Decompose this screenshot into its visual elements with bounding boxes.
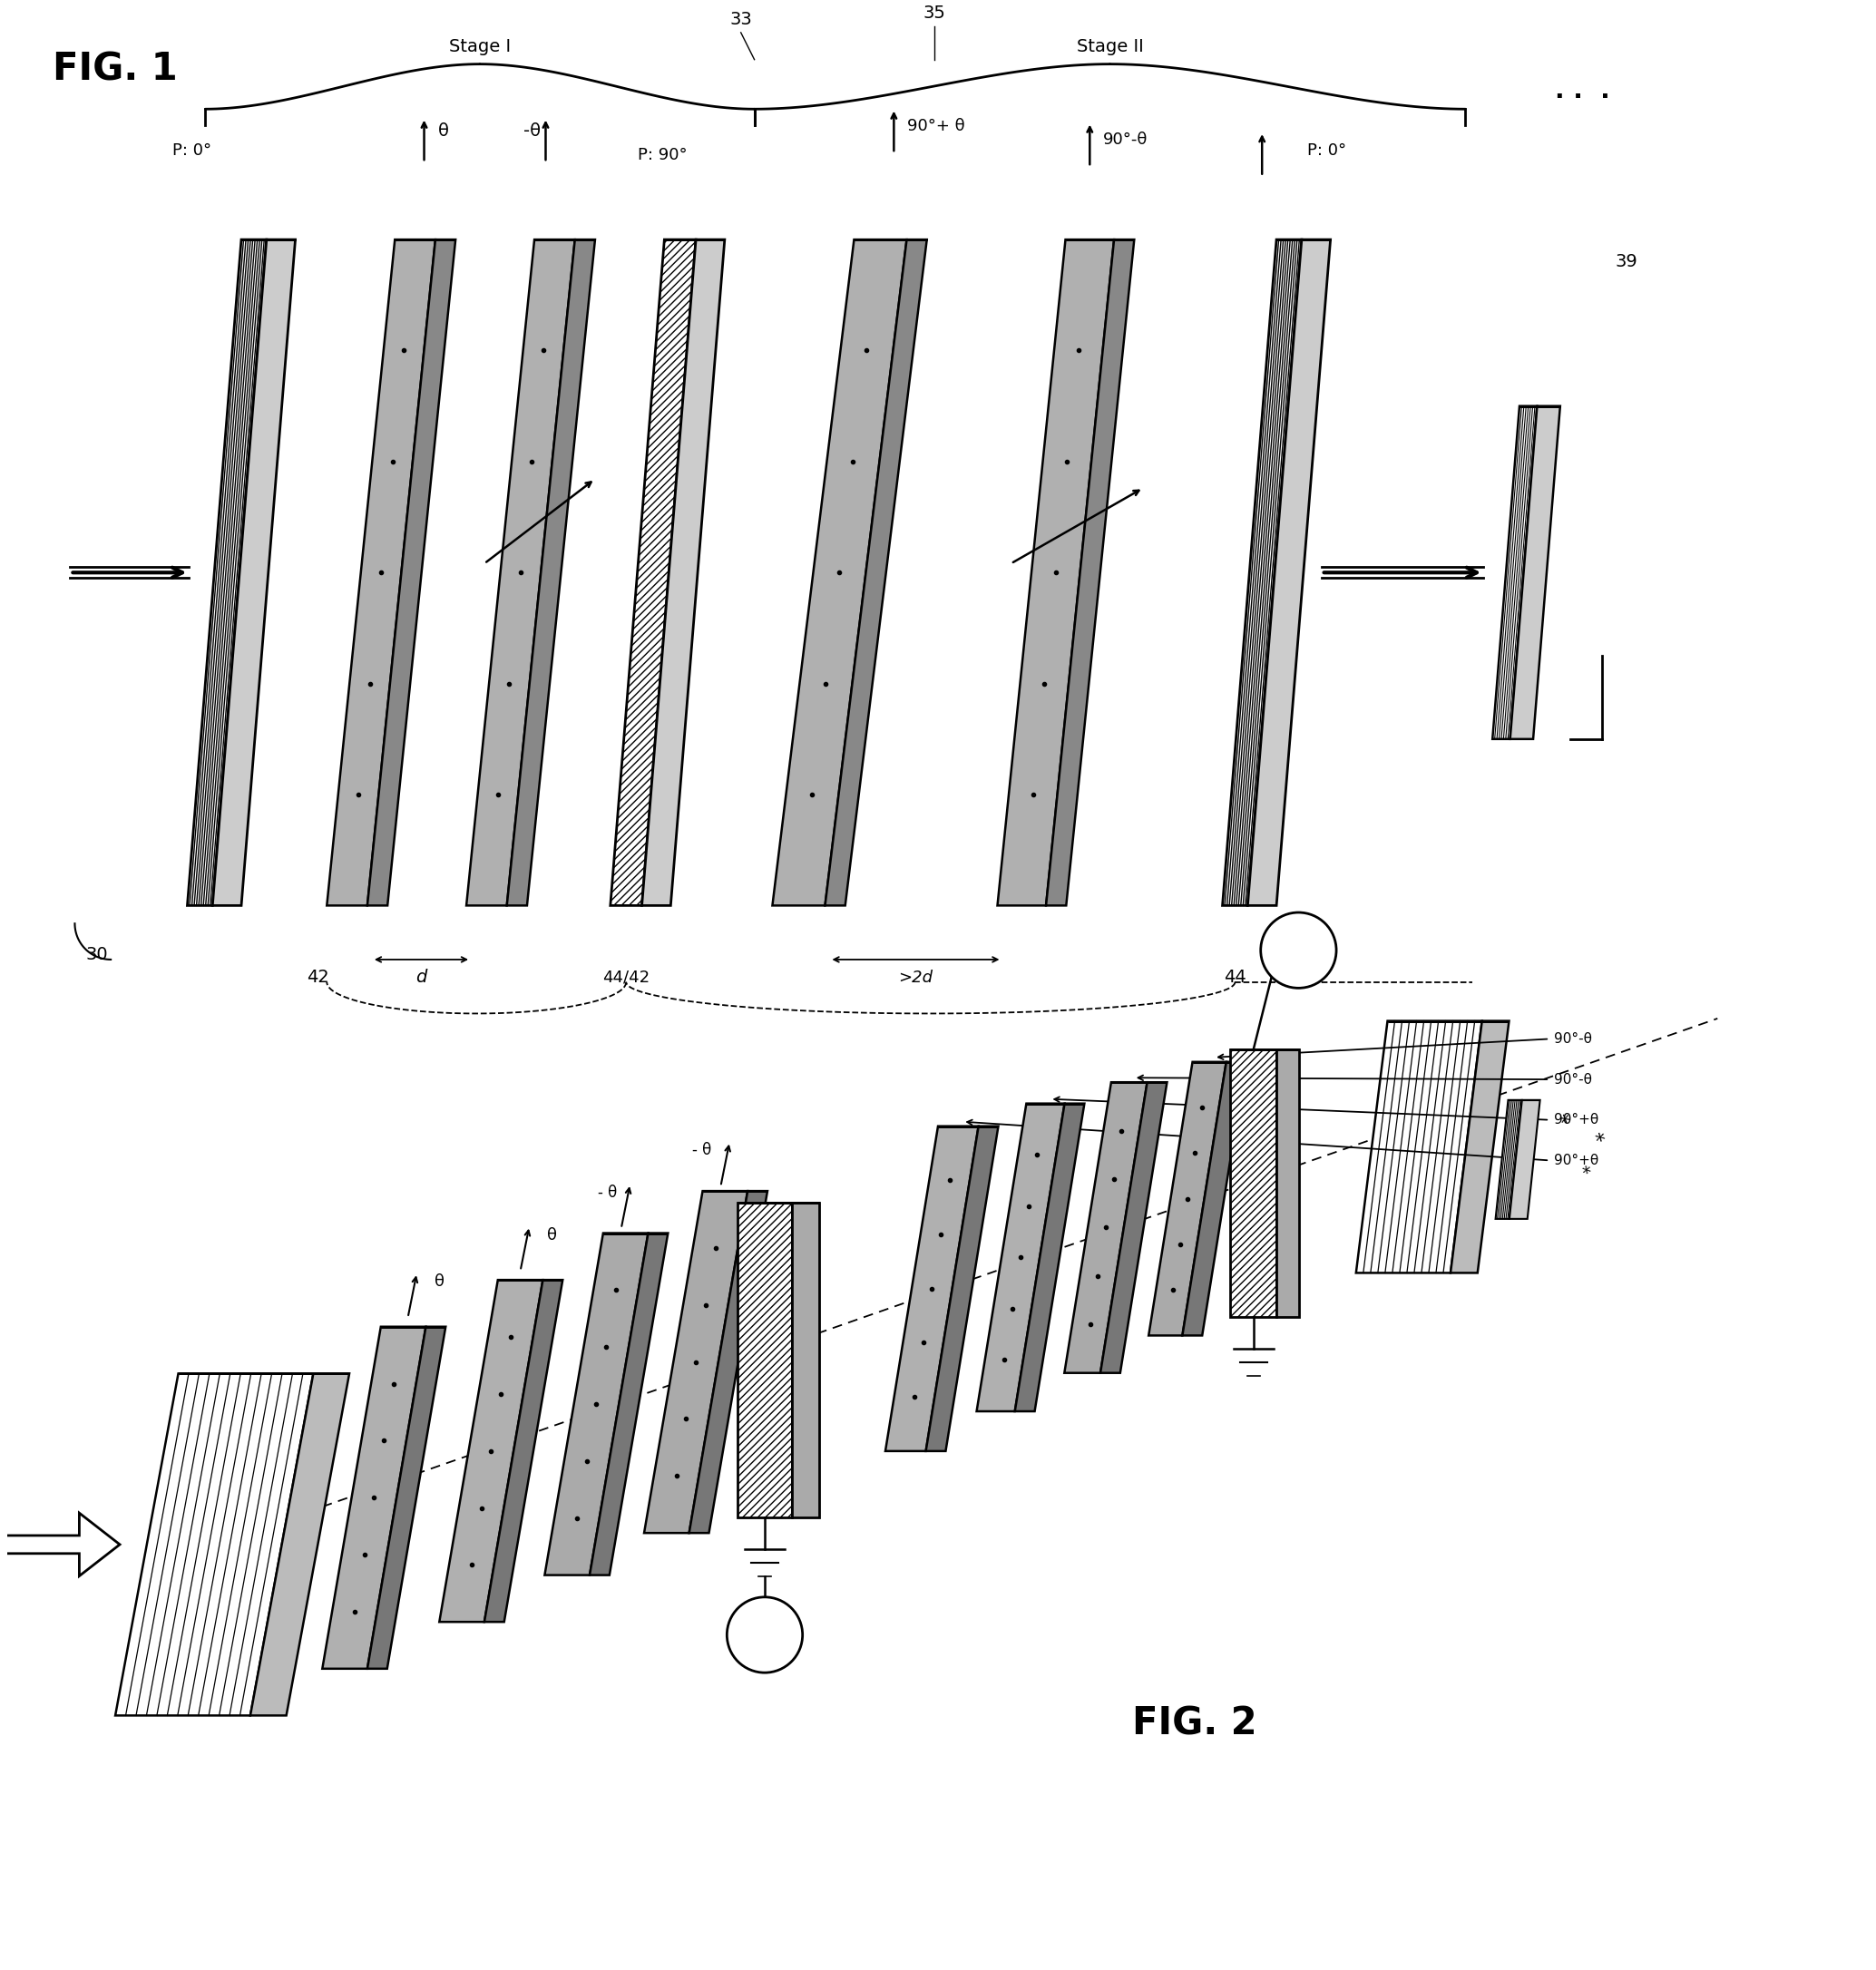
Text: *: * bbox=[1557, 1113, 1574, 1133]
Text: - θ: - θ bbox=[692, 1143, 711, 1158]
Polygon shape bbox=[1510, 1099, 1540, 1219]
Polygon shape bbox=[467, 240, 574, 906]
Text: 90°+θ: 90°+θ bbox=[1553, 1154, 1598, 1166]
Text: *: * bbox=[1595, 1131, 1608, 1150]
Polygon shape bbox=[188, 240, 266, 906]
Polygon shape bbox=[927, 1127, 998, 1452]
Polygon shape bbox=[589, 1233, 668, 1576]
Polygon shape bbox=[1047, 240, 1135, 906]
Text: P: 90°: P: 90° bbox=[638, 146, 687, 164]
Polygon shape bbox=[737, 1204, 792, 1517]
Polygon shape bbox=[643, 1192, 749, 1533]
Text: 42: 42 bbox=[306, 969, 328, 985]
Text: 90°-θ: 90°-θ bbox=[1553, 1032, 1593, 1046]
Polygon shape bbox=[250, 1373, 349, 1716]
Polygon shape bbox=[1231, 1050, 1276, 1318]
Circle shape bbox=[1261, 912, 1336, 989]
Polygon shape bbox=[1248, 240, 1330, 906]
Text: 30: 30 bbox=[86, 946, 109, 963]
Polygon shape bbox=[0, 1513, 120, 1576]
Text: 90°-θ: 90°-θ bbox=[1103, 132, 1148, 148]
Text: Stage II: Stage II bbox=[1077, 37, 1142, 55]
Text: . .  .: . . . bbox=[1555, 79, 1610, 104]
Text: FIG. 2: FIG. 2 bbox=[1133, 1704, 1257, 1743]
Text: 39: 39 bbox=[1615, 252, 1638, 270]
Text: FIG. 1: FIG. 1 bbox=[53, 51, 176, 89]
Polygon shape bbox=[792, 1204, 818, 1517]
Text: θ: θ bbox=[437, 122, 448, 140]
Polygon shape bbox=[1182, 1062, 1246, 1336]
Polygon shape bbox=[642, 240, 724, 906]
Text: -θ: -θ bbox=[523, 122, 540, 140]
Polygon shape bbox=[1493, 406, 1536, 739]
Circle shape bbox=[726, 1598, 803, 1673]
Text: *: * bbox=[1580, 1164, 1593, 1182]
Text: V₁: V₁ bbox=[754, 1627, 775, 1643]
Polygon shape bbox=[1223, 240, 1302, 906]
Polygon shape bbox=[368, 240, 456, 906]
Text: 44: 44 bbox=[1223, 969, 1246, 985]
Polygon shape bbox=[439, 1280, 542, 1621]
Text: 35: 35 bbox=[923, 4, 946, 22]
Polygon shape bbox=[998, 240, 1114, 906]
Text: P: 0°: P: 0° bbox=[1308, 142, 1347, 158]
Polygon shape bbox=[1495, 1099, 1521, 1219]
Text: 90°+ θ: 90°+ θ bbox=[908, 118, 964, 134]
Polygon shape bbox=[688, 1192, 767, 1533]
Polygon shape bbox=[825, 240, 927, 906]
Polygon shape bbox=[977, 1103, 1064, 1411]
Text: d: d bbox=[416, 969, 428, 985]
Text: 33: 33 bbox=[730, 10, 752, 28]
Text: θ: θ bbox=[548, 1227, 557, 1243]
Polygon shape bbox=[885, 1127, 979, 1452]
Text: θ: θ bbox=[435, 1273, 445, 1290]
Polygon shape bbox=[507, 240, 595, 906]
Text: - θ: - θ bbox=[597, 1184, 617, 1202]
Text: 44/42: 44/42 bbox=[602, 969, 649, 985]
Text: >2d: >2d bbox=[899, 969, 932, 985]
Polygon shape bbox=[1450, 1020, 1508, 1273]
Text: V₂: V₂ bbox=[1289, 942, 1308, 959]
Polygon shape bbox=[1276, 1050, 1298, 1318]
Polygon shape bbox=[1510, 406, 1561, 739]
Text: 90°-θ: 90°-θ bbox=[1553, 1072, 1593, 1085]
Text: P: 0°: P: 0° bbox=[173, 142, 212, 158]
Polygon shape bbox=[323, 1326, 426, 1669]
Polygon shape bbox=[1064, 1082, 1148, 1373]
Polygon shape bbox=[114, 1373, 313, 1716]
Polygon shape bbox=[773, 240, 906, 906]
Polygon shape bbox=[610, 240, 696, 906]
Polygon shape bbox=[1356, 1020, 1482, 1273]
Polygon shape bbox=[1148, 1062, 1227, 1336]
Polygon shape bbox=[544, 1233, 649, 1576]
Text: 90°+θ: 90°+θ bbox=[1553, 1113, 1598, 1127]
Polygon shape bbox=[212, 240, 295, 906]
Polygon shape bbox=[326, 240, 435, 906]
Polygon shape bbox=[1015, 1103, 1084, 1411]
Polygon shape bbox=[484, 1280, 563, 1621]
Polygon shape bbox=[368, 1326, 446, 1669]
Text: Stage I: Stage I bbox=[448, 37, 510, 55]
Polygon shape bbox=[1101, 1082, 1167, 1373]
